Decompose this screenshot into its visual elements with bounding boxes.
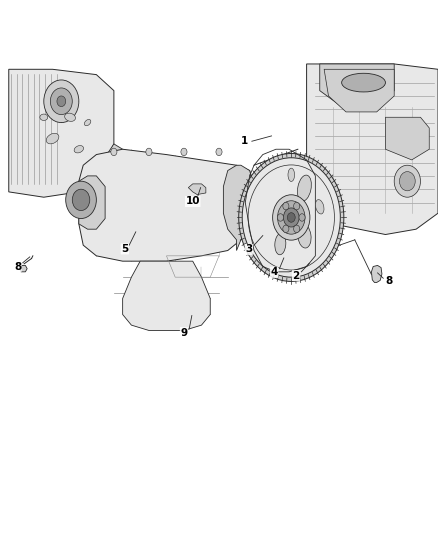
Circle shape <box>111 148 117 156</box>
Text: 10: 10 <box>185 197 200 206</box>
Polygon shape <box>96 144 140 208</box>
Circle shape <box>72 189 90 211</box>
Polygon shape <box>324 69 394 112</box>
Polygon shape <box>188 184 206 195</box>
Polygon shape <box>123 261 210 330</box>
Circle shape <box>66 181 96 219</box>
Ellipse shape <box>40 114 48 120</box>
Ellipse shape <box>288 168 295 181</box>
Circle shape <box>44 80 79 123</box>
Circle shape <box>50 88 72 115</box>
Ellipse shape <box>46 133 59 144</box>
Text: 9: 9 <box>180 328 187 337</box>
Polygon shape <box>385 117 429 160</box>
Polygon shape <box>9 69 114 197</box>
Circle shape <box>216 148 222 156</box>
Polygon shape <box>320 64 394 107</box>
Polygon shape <box>307 64 438 235</box>
Circle shape <box>287 213 295 222</box>
Ellipse shape <box>65 113 75 122</box>
Circle shape <box>239 154 344 281</box>
Circle shape <box>272 195 310 240</box>
Text: 1: 1 <box>241 136 248 146</box>
Circle shape <box>57 96 66 107</box>
Text: 8: 8 <box>14 262 21 271</box>
Circle shape <box>293 225 300 232</box>
Ellipse shape <box>342 74 385 92</box>
Text: 8: 8 <box>385 276 392 286</box>
Ellipse shape <box>74 146 84 153</box>
Polygon shape <box>79 176 105 229</box>
Text: 3: 3 <box>245 245 252 254</box>
Circle shape <box>146 148 152 156</box>
Ellipse shape <box>275 233 286 255</box>
Text: 2: 2 <box>293 271 300 280</box>
Ellipse shape <box>297 175 311 201</box>
Circle shape <box>399 172 415 191</box>
Circle shape <box>277 214 283 221</box>
Polygon shape <box>79 149 254 261</box>
Ellipse shape <box>315 199 324 214</box>
Circle shape <box>278 201 305 234</box>
Circle shape <box>394 165 420 197</box>
Circle shape <box>293 203 300 210</box>
Polygon shape <box>223 165 254 251</box>
Circle shape <box>181 148 187 156</box>
Polygon shape <box>371 265 382 282</box>
Ellipse shape <box>85 119 91 126</box>
Circle shape <box>242 158 340 277</box>
Ellipse shape <box>298 224 311 248</box>
Text: 4: 4 <box>271 268 278 277</box>
Text: 5: 5 <box>121 244 128 254</box>
Circle shape <box>283 225 289 232</box>
Circle shape <box>283 203 289 210</box>
Polygon shape <box>20 265 27 272</box>
Circle shape <box>299 214 305 221</box>
Circle shape <box>283 208 299 227</box>
